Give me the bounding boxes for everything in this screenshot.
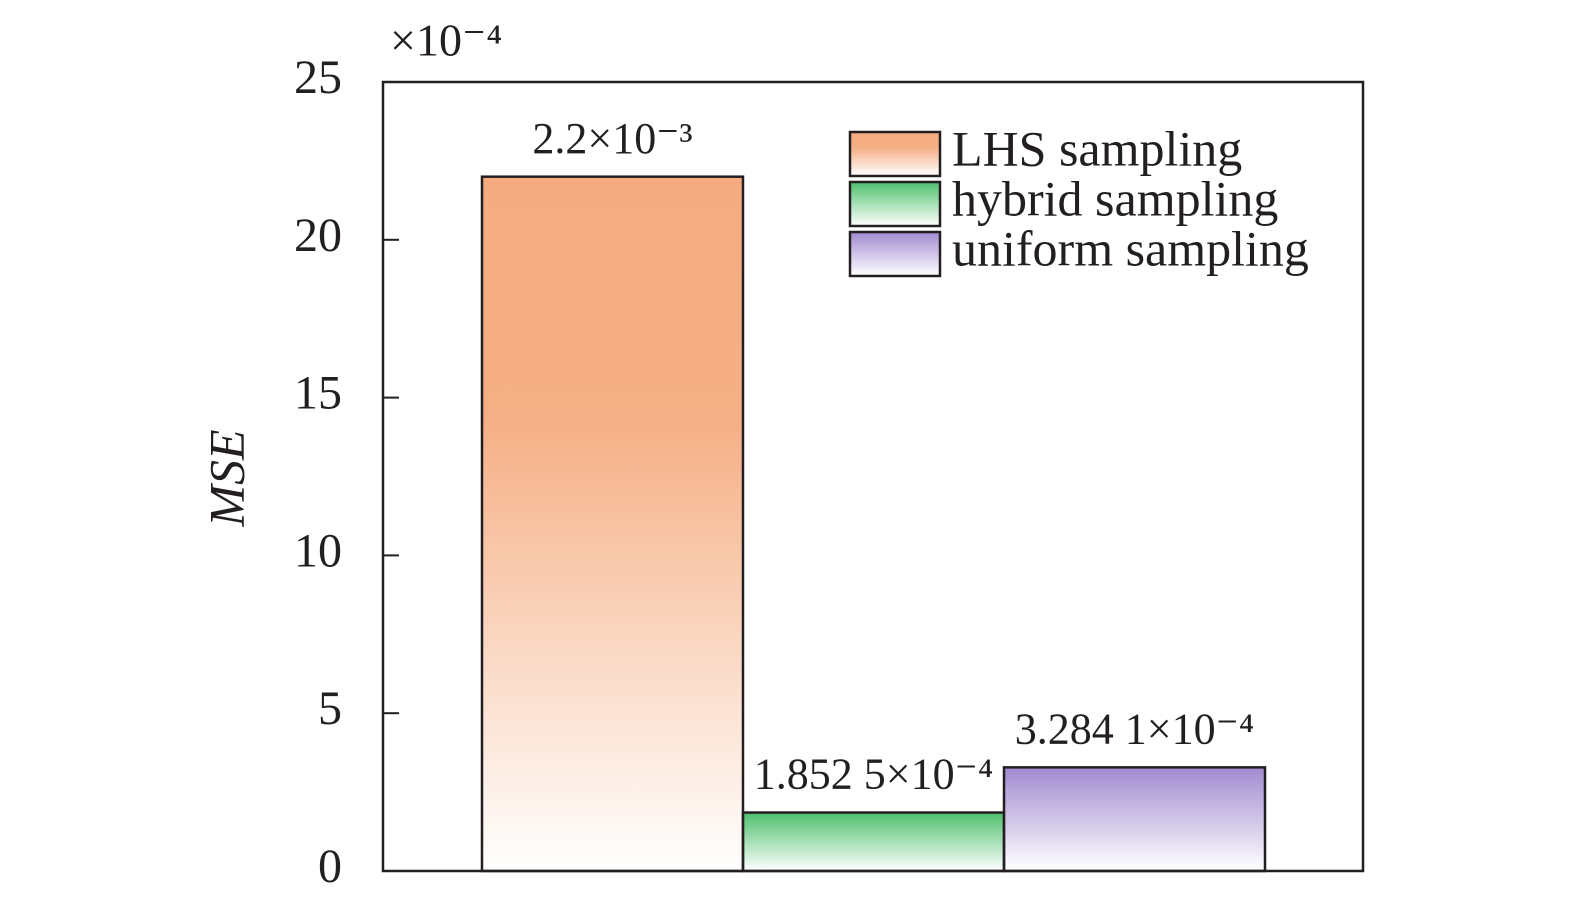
y-multiplier: ×10⁻⁴ [390,15,502,66]
y-axis-label: MSE [198,429,254,527]
y-tick-label: 20 [294,209,342,262]
y-tick-label: 15 [294,367,342,420]
value-label: 1.852 5×10⁻⁴ [754,750,993,799]
legend-swatch [848,130,942,178]
y-tick-label: 25 [294,51,342,104]
legend-swatch [848,230,942,278]
bar [480,175,745,873]
legend-swatch [848,180,942,228]
y-tick-label: 5 [318,682,342,735]
legend-label: uniform sampling [952,220,1309,276]
y-tick-label: 10 [294,524,342,577]
legend-label: LHS sampling [952,120,1242,176]
y-tick-label: 0 [318,840,342,893]
legend-label: hybrid sampling [952,170,1278,226]
bar [741,811,1006,873]
value-label: 2.2×10⁻³ [532,114,692,163]
value-label: 3.284 1×10⁻⁴ [1015,704,1254,753]
bar [1002,766,1267,873]
